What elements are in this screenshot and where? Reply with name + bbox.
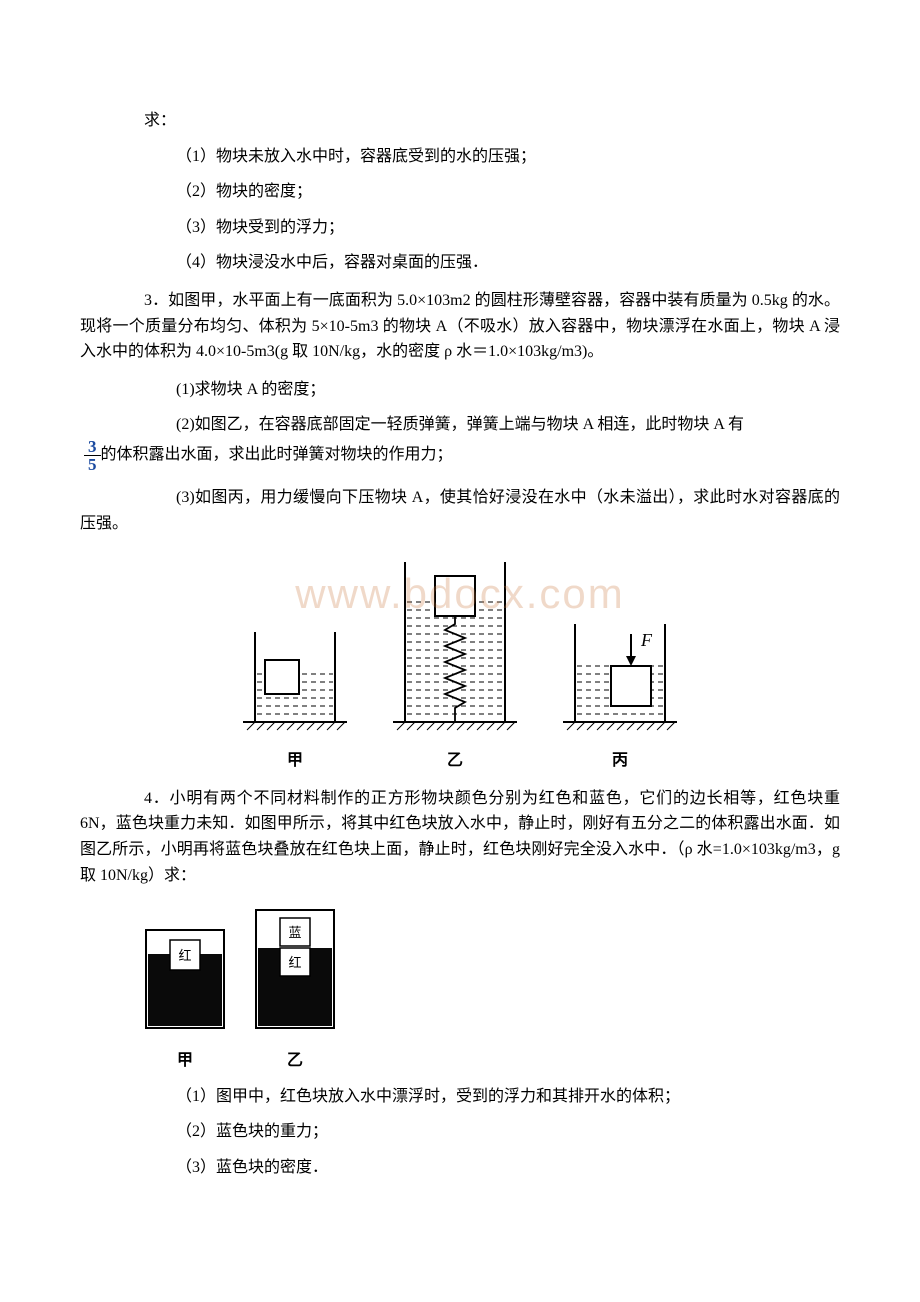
figure-3-bing: F 丙: [555, 594, 685, 774]
figure-3-label-bing: 丙: [555, 748, 685, 774]
document-page: 求： （1）物块未放入水中时，容器底受到的水的压强； （2）物块的密度； （3）…: [0, 0, 920, 1250]
diagram-4-jia-icon: 红: [140, 924, 230, 1044]
force-label: F: [640, 630, 653, 650]
q3-fraction-block: 3 5 的体积露出水面，求出此时弹簧对物块的作用力；: [80, 438, 840, 473]
figure-4-jia: 红 甲: [140, 924, 230, 1074]
fraction-denominator: 5: [84, 456, 101, 473]
diagram-jia-icon: [235, 594, 355, 744]
q2-item-3: （3）物块受到的浮力；: [80, 215, 840, 241]
figure-3-label-jia: 甲: [235, 748, 355, 774]
q4-item-3: （3）蓝色块的密度．: [80, 1155, 840, 1181]
q3-item-2-line1: (2)如图乙，在容器底部固定一轻质弹簧，弹簧上端与物块 A 相连，此时物块 A …: [80, 412, 840, 438]
q3-item-2-post: 的体积露出水面，求出此时弹簧对物块的作用力；: [101, 446, 453, 463]
q4-item-2: （2）蓝色块的重力；: [80, 1119, 840, 1145]
q3-item-2: (2)如图乙，在容器底部固定一轻质弹簧，弹簧上端与物块 A 相连，此时物块 A …: [80, 412, 840, 473]
figure-4-row: 红 甲 蓝 红 乙: [140, 904, 840, 1074]
figure-4-label-jia: 甲: [140, 1048, 230, 1074]
diagram-4-yi-icon: 蓝 红: [250, 904, 340, 1044]
fig4-red-label-jia: 红: [178, 948, 191, 963]
q2-item-1: （1）物块未放入水中时，容器底受到的水的压强；: [80, 144, 840, 170]
q2-item-4: （4）物块浸没水中后，容器对桌面的压强．: [80, 250, 840, 276]
q4-item-1: （1）图甲中，红色块放入水中漂浮时，受到的浮力和其排开水的体积；: [80, 1084, 840, 1110]
figure-3-yi: 乙: [385, 554, 525, 774]
q3-item-1: (1)求物块 A 的密度；: [80, 377, 840, 403]
figure-3-jia: 甲: [235, 594, 355, 774]
figure-3-label-yi: 乙: [385, 748, 525, 774]
q3-paragraph: 3．如图甲，水平面上有一底面积为 5.0×103m2 的圆柱形薄壁容器，容器中装…: [80, 288, 840, 365]
figure-4-label-yi: 乙: [250, 1048, 340, 1074]
diagram-yi-icon: [385, 554, 525, 744]
q2-item-2: （2）物块的密度；: [80, 179, 840, 205]
q2-lead: 求：: [80, 108, 840, 134]
q4-paragraph: 4．小明有两个不同材料制作的正方形物块颜色分别为红色和蓝色，它们的边长相等，红色…: [80, 786, 840, 888]
figure-3-container: www.bdocx.com: [80, 554, 840, 774]
figure-4-yi: 蓝 红 乙: [250, 904, 340, 1074]
fraction-numerator: 3: [84, 438, 101, 456]
fraction-three-fifths: 3 5: [84, 438, 101, 473]
q3-item-3: (3)如图丙，用力缓慢向下压物块 A，使其恰好浸没在水中（水未溢出），求此时水对…: [80, 485, 840, 536]
figure-3-row: 甲: [80, 554, 840, 774]
fig4-blue-label: 蓝: [288, 925, 301, 940]
diagram-bing-icon: F: [555, 594, 685, 744]
fig4-red-label-yi: 红: [288, 955, 301, 970]
